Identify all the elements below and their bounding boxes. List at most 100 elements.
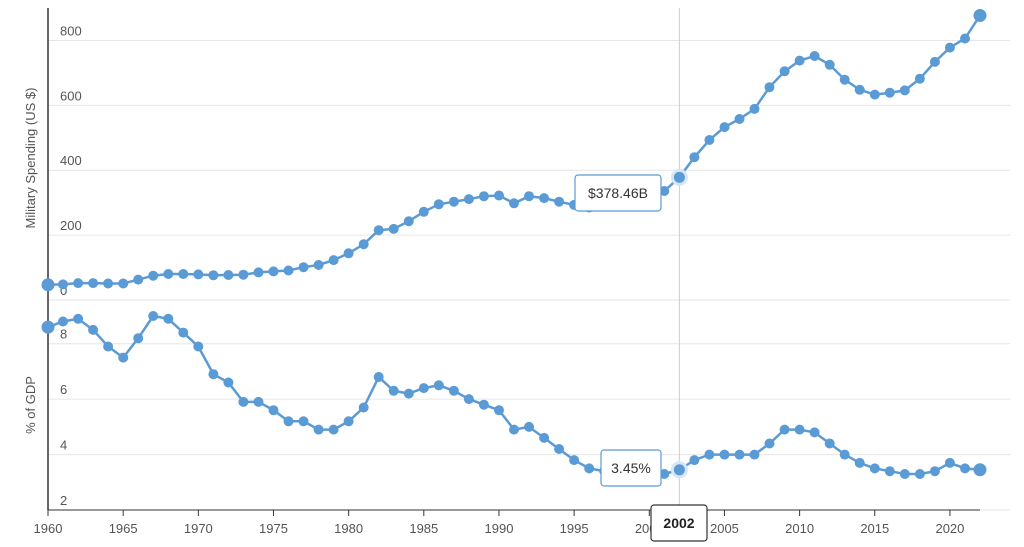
spending-point[interactable]	[824, 59, 835, 70]
gdp-point[interactable]	[854, 457, 865, 468]
gdp-point[interactable]	[313, 424, 324, 435]
gdp-point[interactable]	[929, 466, 940, 477]
spending-point[interactable]	[929, 56, 940, 67]
spending-point[interactable]	[944, 42, 955, 53]
spending-point[interactable]	[403, 216, 414, 227]
spending-point[interactable]	[388, 223, 399, 234]
spending-point[interactable]	[719, 122, 730, 133]
spending-point[interactable]	[133, 274, 144, 285]
gdp-point[interactable]	[58, 316, 68, 327]
gdp-point[interactable]	[779, 424, 790, 435]
spending-point[interactable]	[178, 269, 189, 279]
spending-point[interactable]	[313, 260, 324, 270]
gdp-point[interactable]	[403, 388, 414, 399]
gdp-point[interactable]	[268, 405, 279, 416]
gdp-point[interactable]	[103, 341, 114, 352]
gdp-point[interactable]	[73, 313, 84, 324]
spending-point[interactable]	[373, 225, 384, 236]
gdp-point[interactable]	[704, 449, 715, 460]
spending-point[interactable]	[73, 278, 84, 289]
gdp-point[interactable]	[659, 469, 670, 479]
gdp-point[interactable]	[960, 463, 970, 474]
gdp-point[interactable]	[554, 444, 565, 454]
spending-point[interactable]	[283, 265, 294, 276]
gdp-point[interactable]	[253, 396, 264, 407]
gdp-point[interactable]	[193, 341, 204, 352]
gdp-point[interactable]	[494, 405, 504, 416]
spending-point[interactable]	[839, 74, 850, 85]
gdp-point[interactable]	[478, 399, 489, 410]
spending-point[interactable]	[418, 206, 429, 217]
gdp-share-series[interactable]	[41, 311, 987, 485]
gdp-point[interactable]	[148, 311, 159, 321]
spending-point[interactable]	[118, 278, 129, 289]
spending-point[interactable]	[163, 269, 174, 279]
gdp-point[interactable]	[839, 449, 850, 460]
spending-point[interactable]	[659, 186, 670, 196]
spending-point[interactable]	[88, 278, 99, 289]
spending-point[interactable]	[463, 194, 474, 205]
gdp-point[interactable]	[118, 352, 129, 363]
spending-point[interactable]	[854, 84, 865, 95]
spending-point[interactable]	[670, 168, 688, 186]
spending-point[interactable]	[794, 55, 805, 66]
spending-point[interactable]	[41, 278, 55, 292]
gdp-point[interactable]	[670, 461, 688, 479]
gdp-point[interactable]	[524, 421, 534, 432]
spending-point[interactable]	[509, 198, 519, 209]
gdp-point[interactable]	[944, 457, 955, 468]
spending-point[interactable]	[764, 82, 775, 93]
spending-point[interactable]	[148, 270, 159, 281]
gdp-point[interactable]	[914, 469, 925, 479]
gdp-point[interactable]	[328, 424, 339, 435]
spending-point[interactable]	[494, 190, 504, 201]
gdp-point[interactable]	[208, 369, 219, 380]
spending-point[interactable]	[253, 267, 264, 278]
gdp-point[interactable]	[509, 424, 519, 435]
spending-point[interactable]	[58, 279, 68, 290]
spending-point[interactable]	[298, 262, 309, 273]
spending-point[interactable]	[103, 278, 114, 289]
gdp-point[interactable]	[41, 320, 55, 334]
gdp-point[interactable]	[899, 469, 910, 479]
spending-point[interactable]	[734, 114, 745, 124]
spending-point[interactable]	[223, 270, 234, 280]
gdp-point[interactable]	[343, 416, 354, 427]
gdp-point[interactable]	[734, 449, 745, 460]
spending-point[interactable]	[539, 193, 550, 204]
gdp-point[interactable]	[178, 327, 189, 338]
spending-point[interactable]	[554, 196, 565, 207]
gdp-point[interactable]	[388, 385, 399, 396]
gdp-point[interactable]	[88, 324, 99, 335]
gdp-point[interactable]	[373, 372, 384, 382]
gdp-point[interactable]	[539, 432, 550, 443]
gdp-point[interactable]	[749, 449, 760, 460]
spending-point[interactable]	[193, 269, 204, 280]
gdp-point[interactable]	[448, 385, 459, 396]
spending-point[interactable]	[809, 51, 820, 61]
gdp-point[interactable]	[809, 427, 820, 438]
gdp-point[interactable]	[358, 402, 369, 413]
gdp-point[interactable]	[298, 416, 309, 427]
gdp-point[interactable]	[163, 313, 174, 324]
gdp-point[interactable]	[569, 455, 580, 466]
spending-point[interactable]	[208, 270, 219, 281]
gdp-point[interactable]	[238, 396, 249, 407]
military-spending-series[interactable]	[41, 9, 987, 292]
spending-point[interactable]	[914, 73, 925, 84]
gdp-point[interactable]	[689, 455, 700, 466]
spending-point[interactable]	[524, 191, 534, 202]
spending-point[interactable]	[869, 89, 880, 100]
gdp-point[interactable]	[463, 394, 474, 405]
gdp-point[interactable]	[973, 463, 987, 477]
spending-point[interactable]	[779, 66, 790, 77]
spending-point[interactable]	[884, 87, 895, 98]
gdp-point[interactable]	[223, 377, 234, 388]
gdp-point[interactable]	[869, 463, 880, 474]
gdp-point[interactable]	[794, 424, 805, 435]
gdp-point[interactable]	[584, 463, 595, 474]
gdp-point[interactable]	[719, 449, 730, 460]
spending-point[interactable]	[704, 135, 715, 145]
spending-point[interactable]	[268, 266, 279, 277]
spending-point[interactable]	[343, 248, 354, 259]
